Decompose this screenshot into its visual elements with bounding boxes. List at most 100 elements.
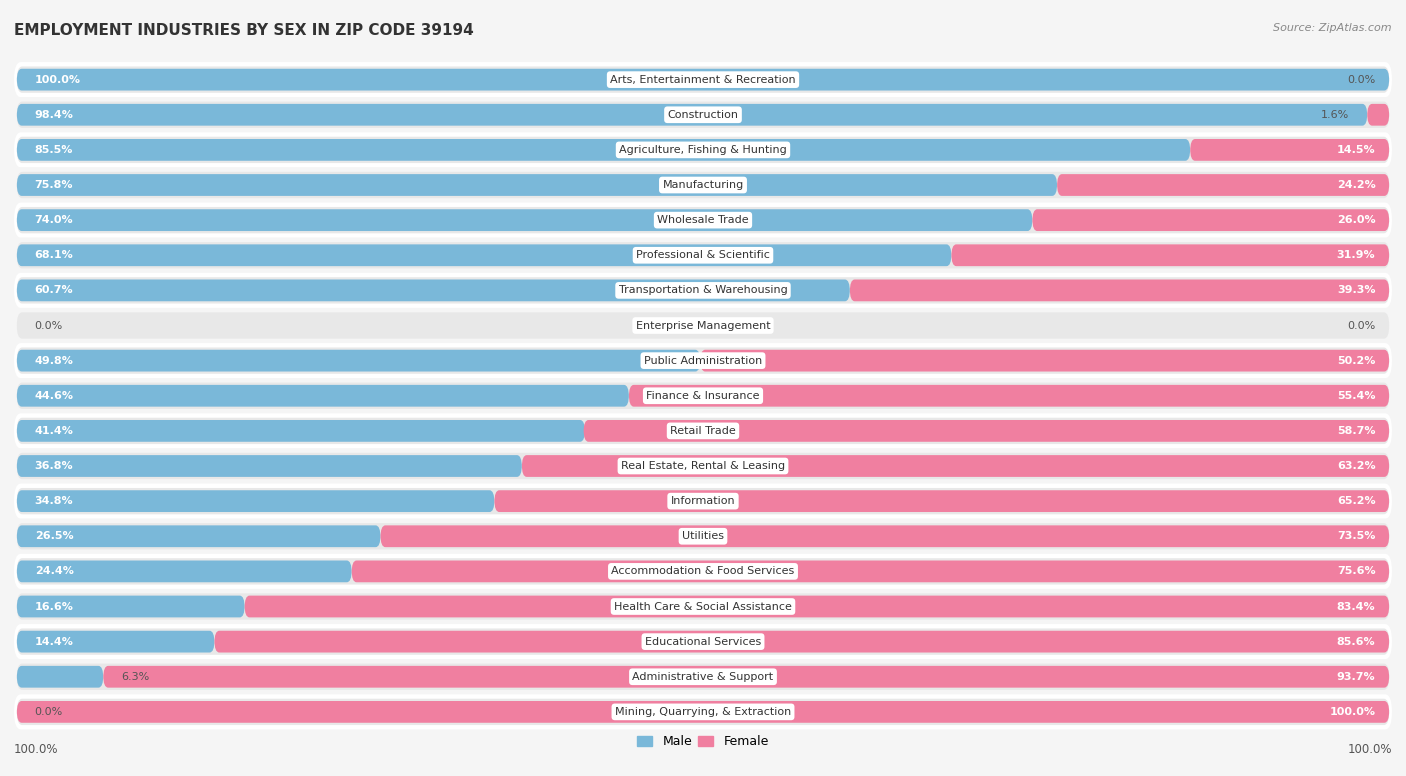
FancyBboxPatch shape [17,594,1389,620]
Text: 100.0%: 100.0% [35,74,80,85]
Text: 36.8%: 36.8% [35,461,73,471]
FancyBboxPatch shape [17,629,1389,655]
FancyBboxPatch shape [17,523,1389,549]
Text: 60.7%: 60.7% [35,286,73,296]
FancyBboxPatch shape [17,385,628,407]
Text: 34.8%: 34.8% [35,496,73,506]
FancyBboxPatch shape [1032,210,1389,231]
Text: 14.4%: 14.4% [35,636,73,646]
Text: EMPLOYMENT INDUSTRIES BY SEX IN ZIP CODE 39194: EMPLOYMENT INDUSTRIES BY SEX IN ZIP CODE… [14,23,474,38]
Text: 44.6%: 44.6% [35,391,73,400]
FancyBboxPatch shape [952,244,1389,266]
Text: Source: ZipAtlas.com: Source: ZipAtlas.com [1274,23,1392,33]
FancyBboxPatch shape [17,488,1389,514]
FancyBboxPatch shape [14,133,1392,168]
FancyBboxPatch shape [17,139,1191,161]
FancyBboxPatch shape [17,313,1389,338]
FancyBboxPatch shape [17,453,1389,479]
FancyBboxPatch shape [17,279,849,301]
Text: 41.4%: 41.4% [35,426,73,436]
FancyBboxPatch shape [495,490,1389,512]
Text: Accommodation & Food Services: Accommodation & Food Services [612,566,794,577]
FancyBboxPatch shape [1057,174,1389,196]
Text: 65.2%: 65.2% [1337,496,1375,506]
Text: 73.5%: 73.5% [1337,532,1375,541]
Text: 0.0%: 0.0% [1347,74,1375,85]
Text: Manufacturing: Manufacturing [662,180,744,190]
Text: 16.6%: 16.6% [35,601,73,611]
Text: 63.2%: 63.2% [1337,461,1375,471]
FancyBboxPatch shape [14,97,1392,133]
FancyBboxPatch shape [17,102,1389,128]
FancyBboxPatch shape [17,242,1389,268]
FancyBboxPatch shape [17,490,495,512]
Text: Arts, Entertainment & Recreation: Arts, Entertainment & Recreation [610,74,796,85]
Text: Wholesale Trade: Wholesale Trade [657,215,749,225]
FancyBboxPatch shape [14,378,1392,414]
Text: Educational Services: Educational Services [645,636,761,646]
FancyBboxPatch shape [17,277,1389,303]
Legend: Male, Female: Male, Female [633,730,773,753]
FancyBboxPatch shape [17,137,1389,163]
FancyBboxPatch shape [14,589,1392,624]
Text: 100.0%: 100.0% [1330,707,1375,717]
Text: 0.0%: 0.0% [1347,320,1375,331]
Text: 1.6%: 1.6% [1322,109,1350,120]
FancyBboxPatch shape [14,168,1392,203]
Text: Construction: Construction [668,109,738,120]
FancyBboxPatch shape [17,383,1389,409]
Text: Administrative & Support: Administrative & Support [633,672,773,682]
Text: 58.7%: 58.7% [1337,426,1375,436]
Text: 75.8%: 75.8% [35,180,73,190]
FancyBboxPatch shape [14,62,1392,97]
FancyBboxPatch shape [17,455,522,477]
Text: 26.5%: 26.5% [35,532,73,541]
Text: Retail Trade: Retail Trade [671,426,735,436]
FancyBboxPatch shape [14,414,1392,449]
Text: 55.4%: 55.4% [1337,391,1375,400]
FancyBboxPatch shape [17,350,700,372]
FancyBboxPatch shape [14,695,1392,729]
FancyBboxPatch shape [17,174,1057,196]
FancyBboxPatch shape [352,560,1389,582]
FancyBboxPatch shape [17,207,1389,234]
Text: 75.6%: 75.6% [1337,566,1375,577]
Text: 14.5%: 14.5% [1337,145,1375,155]
FancyBboxPatch shape [14,237,1392,273]
Text: 24.2%: 24.2% [1337,180,1375,190]
Text: Professional & Scientific: Professional & Scientific [636,251,770,260]
Text: 50.2%: 50.2% [1337,355,1375,365]
FancyBboxPatch shape [17,348,1389,374]
FancyBboxPatch shape [14,343,1392,378]
FancyBboxPatch shape [17,104,1367,126]
Text: 100.0%: 100.0% [1347,743,1392,756]
FancyBboxPatch shape [17,171,1389,198]
FancyBboxPatch shape [17,558,1389,584]
Text: Public Administration: Public Administration [644,355,762,365]
Text: Transportation & Warehousing: Transportation & Warehousing [619,286,787,296]
Text: Agriculture, Fishing & Hunting: Agriculture, Fishing & Hunting [619,145,787,155]
Text: 6.3%: 6.3% [121,672,150,682]
Text: 93.7%: 93.7% [1337,672,1375,682]
FancyBboxPatch shape [215,631,1389,653]
FancyBboxPatch shape [1191,139,1389,161]
Text: 68.1%: 68.1% [35,251,73,260]
Text: 85.5%: 85.5% [35,145,73,155]
FancyBboxPatch shape [17,420,585,442]
Text: Finance & Insurance: Finance & Insurance [647,391,759,400]
FancyBboxPatch shape [17,244,952,266]
Text: 100.0%: 100.0% [14,743,59,756]
FancyBboxPatch shape [103,666,1389,688]
Text: Mining, Quarrying, & Extraction: Mining, Quarrying, & Extraction [614,707,792,717]
FancyBboxPatch shape [14,203,1392,237]
Text: 26.0%: 26.0% [1337,215,1375,225]
FancyBboxPatch shape [628,385,1389,407]
FancyBboxPatch shape [17,417,1389,444]
FancyBboxPatch shape [17,698,1389,725]
Text: 98.4%: 98.4% [35,109,73,120]
FancyBboxPatch shape [17,596,245,618]
FancyBboxPatch shape [17,631,215,653]
Text: 74.0%: 74.0% [35,215,73,225]
FancyBboxPatch shape [14,273,1392,308]
Text: 31.9%: 31.9% [1337,251,1375,260]
